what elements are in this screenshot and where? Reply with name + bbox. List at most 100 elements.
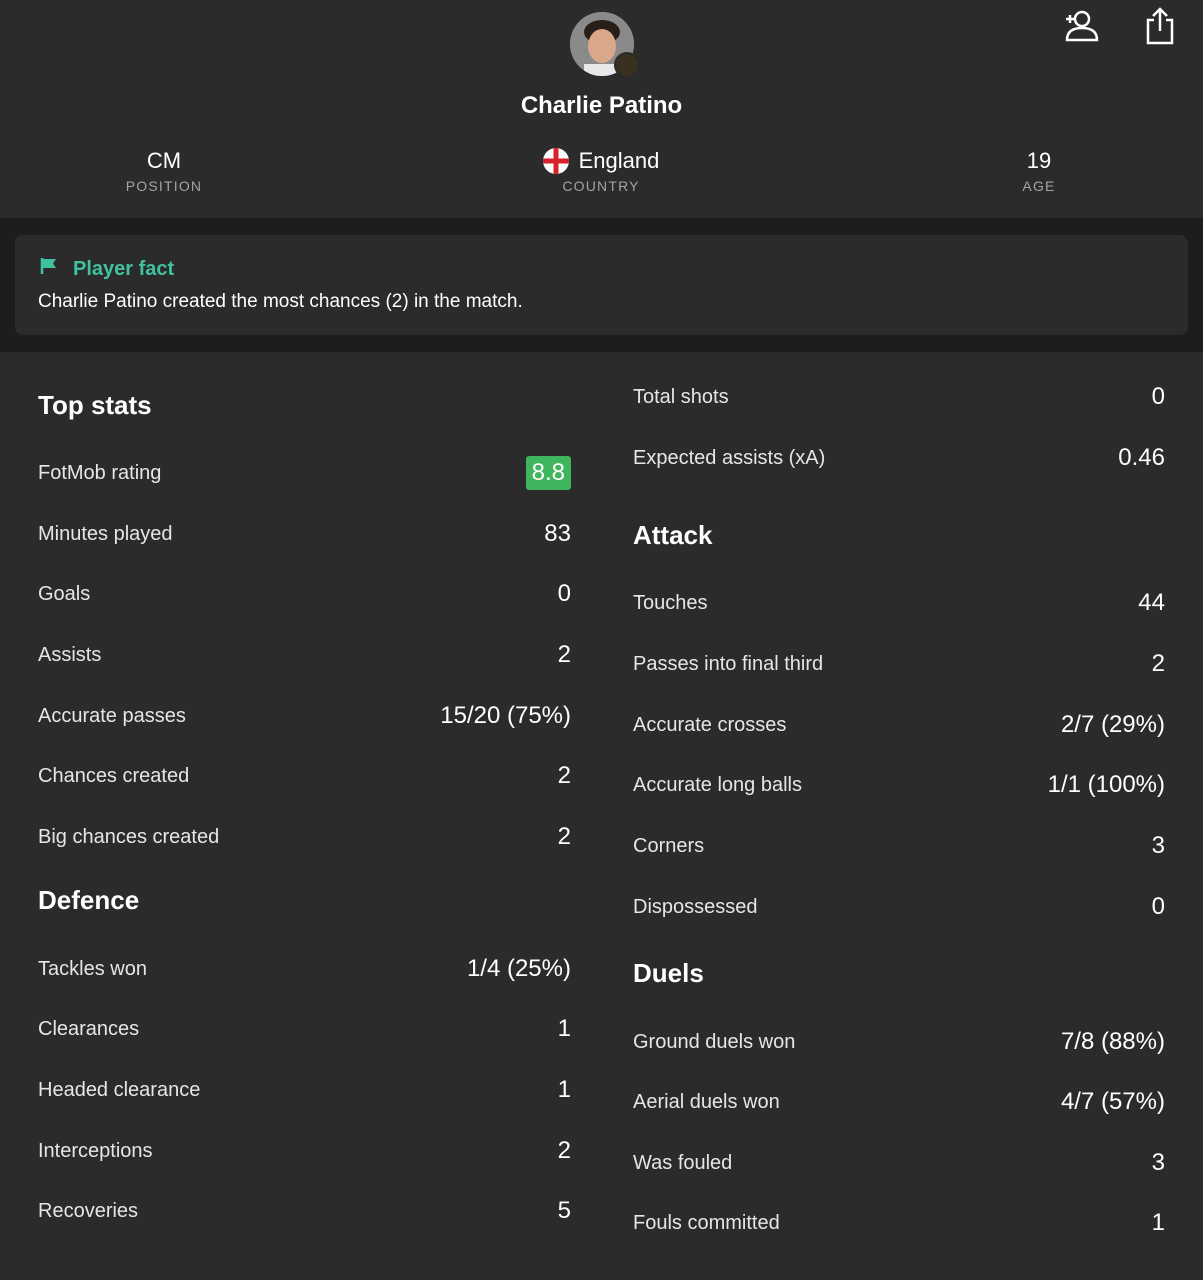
stat-label: Goals	[38, 582, 91, 605]
stat-label: Big chances created	[38, 825, 220, 848]
stat-value: 2/7 (29%)	[1060, 711, 1165, 738]
stat-label: Assists	[38, 643, 102, 666]
stat-row[interactable]: Interceptions 2	[38, 1131, 571, 1171]
player-fact-card: Player fact Charlie Patino created the m…	[15, 235, 1188, 335]
stat-value: 2	[1151, 650, 1165, 677]
stat-label: Passes into final third	[633, 652, 824, 675]
player-fact-title: Player fact	[73, 257, 175, 280]
player-header: Charlie Patino CM POSITION England	[0, 0, 1203, 218]
stat-row[interactable]: Accurate crosses 2/7 (29%)	[633, 705, 1165, 745]
stat-label: Tackles won	[38, 957, 147, 980]
stat-label: FotMob rating	[38, 461, 162, 484]
stat-row[interactable]: Accurate passes 15/20 (75%)	[38, 696, 571, 736]
age-label: AGE	[1022, 178, 1056, 194]
stat-label: Touches	[633, 591, 708, 614]
stat-value: 5	[557, 1197, 571, 1224]
stat-row[interactable]: Accurate long balls 1/1 (100%)	[633, 765, 1165, 805]
stat-value: 1	[1151, 1209, 1165, 1236]
stat-label: Accurate passes	[38, 704, 186, 727]
stat-value: 0	[557, 580, 571, 607]
stat-label: Total shots	[633, 385, 729, 408]
stat-row[interactable]: Passes into final third 2	[633, 644, 1165, 684]
england-flag-icon	[542, 148, 569, 174]
club-badge-icon	[614, 52, 640, 78]
stat-value: 4/7 (57%)	[1060, 1088, 1165, 1115]
stat-label: Headed clearance	[38, 1078, 201, 1101]
stat-value: 2	[557, 823, 571, 850]
stat-row[interactable]: Goals 0	[38, 574, 571, 614]
flag-icon	[39, 257, 59, 281]
stat-label: Accurate long balls	[633, 773, 802, 796]
stat-value: 15/20 (75%)	[440, 702, 571, 729]
stat-value: 0.46	[1118, 444, 1165, 471]
stat-label: Interceptions	[38, 1139, 153, 1162]
stat-value: 2	[557, 1137, 571, 1164]
stat-label: Accurate crosses	[633, 713, 787, 736]
stat-row[interactable]: Tackles won 1/4 (25%)	[38, 949, 571, 989]
stat-label: Clearances	[38, 1017, 140, 1040]
player-avatar[interactable]	[570, 12, 634, 76]
stat-label: Fouls committed	[633, 1211, 780, 1234]
rating-badge: 8.8	[525, 456, 571, 490]
section-top-stats: Top stats	[38, 385, 571, 425]
age-value: 19	[1026, 148, 1052, 173]
country-value: England	[578, 148, 660, 173]
section-title: Defence	[38, 884, 140, 915]
stat-label: Ground duels won	[633, 1030, 796, 1053]
stat-row[interactable]: Fouls committed 1	[633, 1203, 1165, 1243]
stats-panel: Top stats FotMob rating 8.8 Minutes play…	[0, 352, 1203, 1280]
stat-row[interactable]: Big chances created 2	[38, 817, 571, 857]
stat-label: Was fouled	[633, 1151, 733, 1174]
stat-row[interactable]: Expected assists (xA) 0.46	[633, 438, 1165, 478]
stat-row[interactable]: Chances created 2	[38, 756, 571, 796]
section-title: Top stats	[38, 389, 152, 420]
stat-value: 7/8 (88%)	[1060, 1028, 1165, 1055]
stat-row[interactable]: Aerial duels won 4/7 (57%)	[633, 1082, 1165, 1122]
share-icon[interactable]	[1139, 6, 1181, 46]
stat-label: Minutes played	[38, 522, 173, 545]
section-defence: Defence	[38, 880, 571, 920]
stat-value: 3	[1151, 832, 1165, 859]
stat-value: 2	[557, 762, 571, 789]
stat-row[interactable]: Corners 3	[633, 826, 1165, 866]
stat-value: 1/4 (25%)	[466, 955, 571, 982]
stat-row[interactable]: Touches 44	[633, 583, 1165, 623]
stat-label: Dispossessed	[633, 895, 758, 918]
stat-row[interactable]: Minutes played 83	[38, 514, 571, 554]
country-label: COUNTRY	[562, 178, 640, 194]
stat-value: 44	[1138, 589, 1165, 616]
stat-row[interactable]: Was fouled 3	[633, 1143, 1165, 1183]
section-attack: Attack	[633, 515, 1165, 555]
stat-value: 1	[557, 1015, 571, 1042]
player-fact-text: Charlie Patino created the most chances …	[38, 291, 523, 312]
stat-value: 1	[557, 1076, 571, 1103]
stat-value: 3	[1151, 1149, 1165, 1176]
stat-value: 0	[1151, 893, 1165, 920]
stat-label: Recoveries	[38, 1199, 139, 1222]
position-info: CM POSITION	[14, 146, 314, 194]
follow-person-icon[interactable]	[1061, 6, 1103, 46]
stat-row-fotmob-rating[interactable]: FotMob rating 8.8	[38, 453, 571, 493]
stat-row[interactable]: Clearances 1	[38, 1009, 571, 1049]
stat-label: Expected assists (xA)	[633, 446, 826, 469]
stat-row[interactable]: Recoveries 5	[38, 1191, 571, 1231]
stat-label: Chances created	[38, 764, 190, 787]
stat-label: Corners	[633, 834, 705, 857]
age-info: 19 AGE	[889, 146, 1189, 194]
stat-row[interactable]: Assists 2	[38, 635, 571, 675]
section-title: Attack	[633, 519, 713, 550]
stat-value: 0	[1151, 383, 1165, 410]
stat-label: Aerial duels won	[633, 1090, 780, 1113]
section-duels: Duels	[633, 953, 1165, 993]
stat-row[interactable]: Headed clearance 1	[38, 1070, 571, 1110]
stat-value: 2	[557, 641, 571, 668]
section-title: Duels	[633, 957, 704, 988]
stat-value: 1/1 (100%)	[1047, 771, 1165, 798]
stat-value: 83	[544, 520, 571, 547]
position-value: CM	[146, 148, 182, 173]
player-name: Charlie Patino	[520, 92, 683, 119]
stat-row[interactable]: Dispossessed 0	[633, 887, 1165, 927]
stat-row[interactable]: Ground duels won 7/8 (88%)	[633, 1022, 1165, 1062]
position-label: POSITION	[125, 178, 203, 194]
stat-row[interactable]: Total shots 0	[633, 377, 1165, 417]
